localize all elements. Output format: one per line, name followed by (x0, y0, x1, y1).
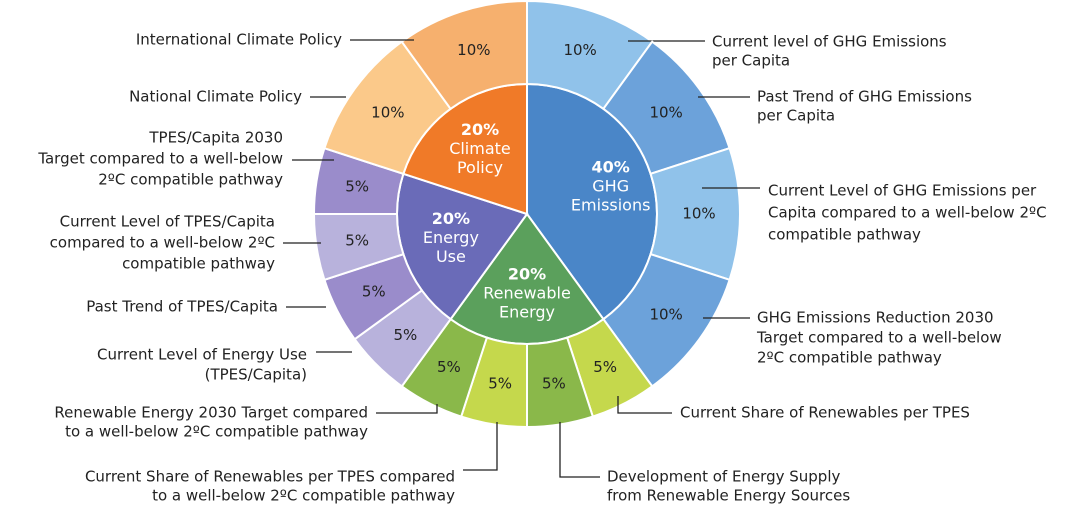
outer-label: Current Share of Renewables per TPES (680, 404, 970, 422)
outer-label: Current Share of Renewables per TPES com… (85, 468, 455, 486)
outer-label: Renewable Energy 2030 Target compared (54, 404, 368, 422)
outer-label: (TPES/Capita) (205, 366, 307, 384)
outer-value-label: 10% (682, 205, 715, 223)
outer-label: compared to a well-below 2ºC (50, 234, 275, 252)
outer-label: Capita compared to a well-below 2ºC (768, 204, 1047, 222)
inner-label: Energy (423, 228, 479, 247)
outer-value-label: 10% (649, 306, 682, 324)
inner-value-label: 20% (461, 120, 499, 139)
leader-line (617, 396, 672, 414)
inner-label: Policy (457, 158, 503, 177)
outer-value-label: 5% (362, 283, 386, 301)
outer-sector (400, 0, 528, 111)
inner-label: GHG (592, 176, 629, 195)
inner-value-label: 20% (508, 265, 546, 284)
outer-label: Current Level of Energy Use (97, 346, 307, 364)
outer-value-label: 10% (457, 41, 490, 59)
leader-line (463, 422, 498, 471)
outer-label: to a well-below 2ºC compatible pathway (152, 487, 455, 505)
outer-label: compatible pathway (768, 226, 921, 244)
outer-label: Past Trend of GHG Emissions (757, 88, 972, 106)
outer-value-label: 5% (345, 231, 369, 249)
outer-value-label: 5% (593, 358, 617, 376)
leader-line (559, 422, 600, 478)
outer-label: International Climate Policy (136, 31, 342, 49)
outer-value-label: 5% (393, 326, 417, 344)
outer-value-label: 10% (563, 41, 596, 59)
outer-label: National Climate Policy (129, 88, 302, 106)
outer-value-label: 5% (542, 374, 566, 392)
inner-value-label: 20% (432, 209, 470, 228)
inner-label: Renewable (483, 284, 571, 303)
outer-value-label: 10% (371, 103, 404, 121)
outer-label: Current level of GHG Emissions (712, 33, 947, 51)
outer-label: TPES/Capita 2030 (148, 129, 283, 147)
inner-label: Emissions (571, 195, 651, 214)
inner-label: Energy (499, 303, 555, 322)
outer-value-label: 10% (649, 103, 682, 121)
outer-label: GHG Emissions Reduction 2030 (757, 309, 994, 327)
outer-label: Past Trend of TPES/Capita (86, 298, 278, 316)
inner-label: Climate (449, 139, 511, 158)
outer-label: per Capita (757, 107, 835, 125)
outer-label: from Renewable Energy Sources (607, 487, 850, 505)
inner-value-label: 40% (592, 157, 630, 176)
outer-label: per Capita (712, 52, 790, 70)
outer-label: Current Level of GHG Emissions per (768, 182, 1037, 200)
outer-value-label: 5% (488, 374, 512, 392)
outer-label: Development of Energy Supply (607, 468, 840, 486)
outer-value-label: 5% (437, 358, 461, 376)
inner-label: Use (436, 247, 466, 266)
outer-label: 2ºC compatible pathway (757, 349, 942, 367)
outer-value-label: 5% (345, 178, 369, 196)
outer-label: Current Level of TPES/Capita (60, 213, 275, 231)
outer-label: Target compared to a well-below (37, 150, 283, 168)
leader-line (376, 404, 438, 414)
outer-label: Target compared to a well-below (756, 329, 1002, 347)
outer-label: compatible pathway (122, 255, 275, 273)
outer-label: to a well-below 2ºC compatible pathway (65, 423, 368, 441)
outer-label: 2ºC compatible pathway (98, 171, 283, 189)
